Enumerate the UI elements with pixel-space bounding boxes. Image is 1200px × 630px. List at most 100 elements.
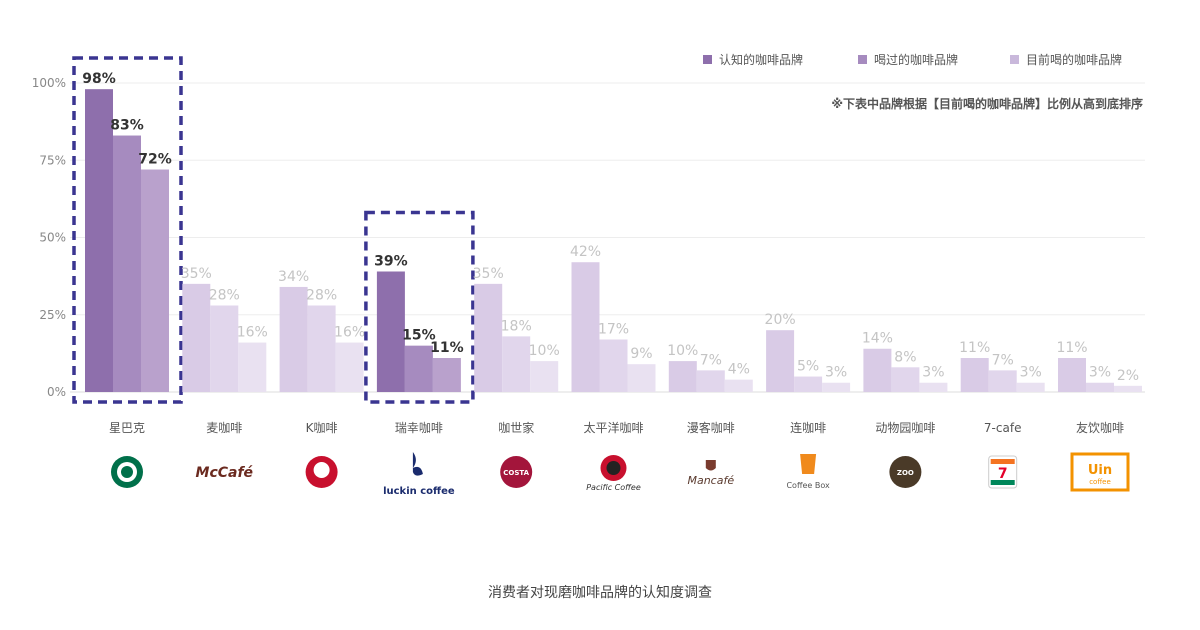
bar [474, 283, 503, 392]
bar [668, 361, 697, 392]
uin-text: Uin [1088, 463, 1112, 478]
data-label: 98% [82, 71, 116, 87]
x-tick-label: 星巴克 [109, 421, 145, 435]
bar [432, 358, 461, 392]
data-label: 3% [922, 365, 944, 381]
y-tick-label: 25% [39, 308, 66, 322]
legend-label: 认知的咖啡品牌 [719, 52, 803, 67]
uin-coffee-text: coffee [1089, 478, 1111, 486]
data-label: 34% [278, 269, 309, 285]
bar [891, 367, 920, 392]
data-label: 18% [501, 318, 532, 334]
y-tick-label: 50% [39, 231, 66, 245]
bar [696, 370, 725, 392]
luckin-logo: luckin coffee [383, 486, 455, 497]
y-tick-label: 0% [47, 385, 66, 399]
data-label: 17% [598, 321, 629, 337]
data-label: 11% [430, 340, 464, 356]
bar [279, 286, 308, 392]
bar [1058, 358, 1086, 392]
bar [724, 379, 753, 392]
starbucks-siren-center [121, 466, 133, 478]
bar [571, 262, 600, 392]
pacific-coffee-text: Pacific Coffee [586, 483, 641, 492]
data-label: 20% [765, 312, 796, 328]
costa-logo [500, 456, 533, 488]
bar [238, 342, 267, 392]
x-tick-label: 麦咖啡 [206, 420, 242, 435]
x-tick-label: 咖世家 [498, 420, 534, 435]
x-tick-label: K咖啡 [306, 420, 338, 435]
data-label: 3% [825, 365, 847, 381]
bar [141, 169, 169, 392]
luckin-deer-icon [412, 452, 423, 476]
bar [404, 345, 433, 392]
bar [210, 305, 239, 392]
data-label: 5% [797, 359, 819, 375]
legend-swatch [703, 55, 712, 64]
bar [960, 358, 989, 392]
chart-caption: 消费者对现磨咖啡品牌的认知度调查 [488, 585, 712, 601]
data-label: 42% [570, 244, 601, 260]
bar [1086, 382, 1114, 392]
x-tick-label: 动物园咖啡 [875, 420, 935, 435]
bar [376, 271, 405, 392]
bar [502, 336, 531, 392]
legend-swatch [858, 55, 867, 64]
bar [85, 89, 113, 393]
bar [335, 342, 364, 392]
bar [599, 339, 628, 392]
data-label: 8% [894, 349, 916, 365]
x-tick-label: 友饮咖啡 [1076, 420, 1124, 435]
data-label: 16% [237, 325, 268, 341]
x-tick-label: 瑞幸咖啡 [395, 420, 443, 435]
seven-eleven-stripe-orange [990, 459, 1015, 464]
data-label: 9% [630, 346, 652, 362]
highlight-box [364, 210, 475, 404]
coffeebox-cup-icon [800, 454, 817, 474]
bar [988, 370, 1017, 392]
data-label: 39% [374, 253, 408, 269]
data-label: 28% [209, 287, 240, 303]
highlight-box [72, 56, 183, 404]
data-label: 7% [992, 352, 1014, 368]
bar [822, 382, 851, 392]
data-label: 35% [181, 266, 212, 282]
data-label: 35% [473, 266, 504, 282]
data-label: 28% [306, 287, 337, 303]
x-tick-label: 漫客咖啡 [687, 420, 735, 435]
zoo-coffee-logo [889, 456, 922, 488]
mancafe-cup-icon [705, 460, 716, 471]
mancafe-logo: Mancafé [687, 474, 734, 487]
data-label: 16% [334, 325, 365, 341]
costa-logo-text: COSTA [503, 469, 529, 477]
zoo-coffee-text: ZOO [897, 469, 914, 477]
uin-coffee-logo [1070, 452, 1130, 492]
data-label: 7% [700, 352, 722, 368]
legend-label: 喝过的咖啡品牌 [874, 52, 958, 67]
data-label: 14% [862, 331, 893, 347]
bar [627, 364, 656, 392]
bar [1114, 385, 1142, 392]
x-tick-label: 太平洋咖啡 [583, 420, 643, 435]
bar [794, 376, 823, 392]
data-label: 3% [1020, 365, 1042, 381]
coffeebox-logo: Coffee Box [786, 481, 830, 490]
data-label: 3% [1089, 365, 1111, 381]
legend-label: 目前喝的咖啡品牌 [1026, 52, 1122, 67]
mccafe-logo: McCafé [196, 465, 254, 481]
bar [182, 283, 211, 392]
data-label: 72% [138, 152, 172, 168]
data-label: 11% [959, 340, 990, 356]
y-tick-label: 100% [32, 76, 66, 90]
data-label: 15% [402, 328, 436, 344]
data-label: 2% [1117, 368, 1139, 384]
bar [919, 382, 948, 392]
x-tick-label: 7-cafe [984, 421, 1022, 435]
data-label: 4% [728, 362, 750, 378]
x-tick-label: 连咖啡 [790, 420, 826, 435]
kfc-colonel-face [313, 462, 330, 478]
pacific-coffee-bean-icon [606, 461, 621, 475]
data-label: 10% [667, 343, 698, 359]
